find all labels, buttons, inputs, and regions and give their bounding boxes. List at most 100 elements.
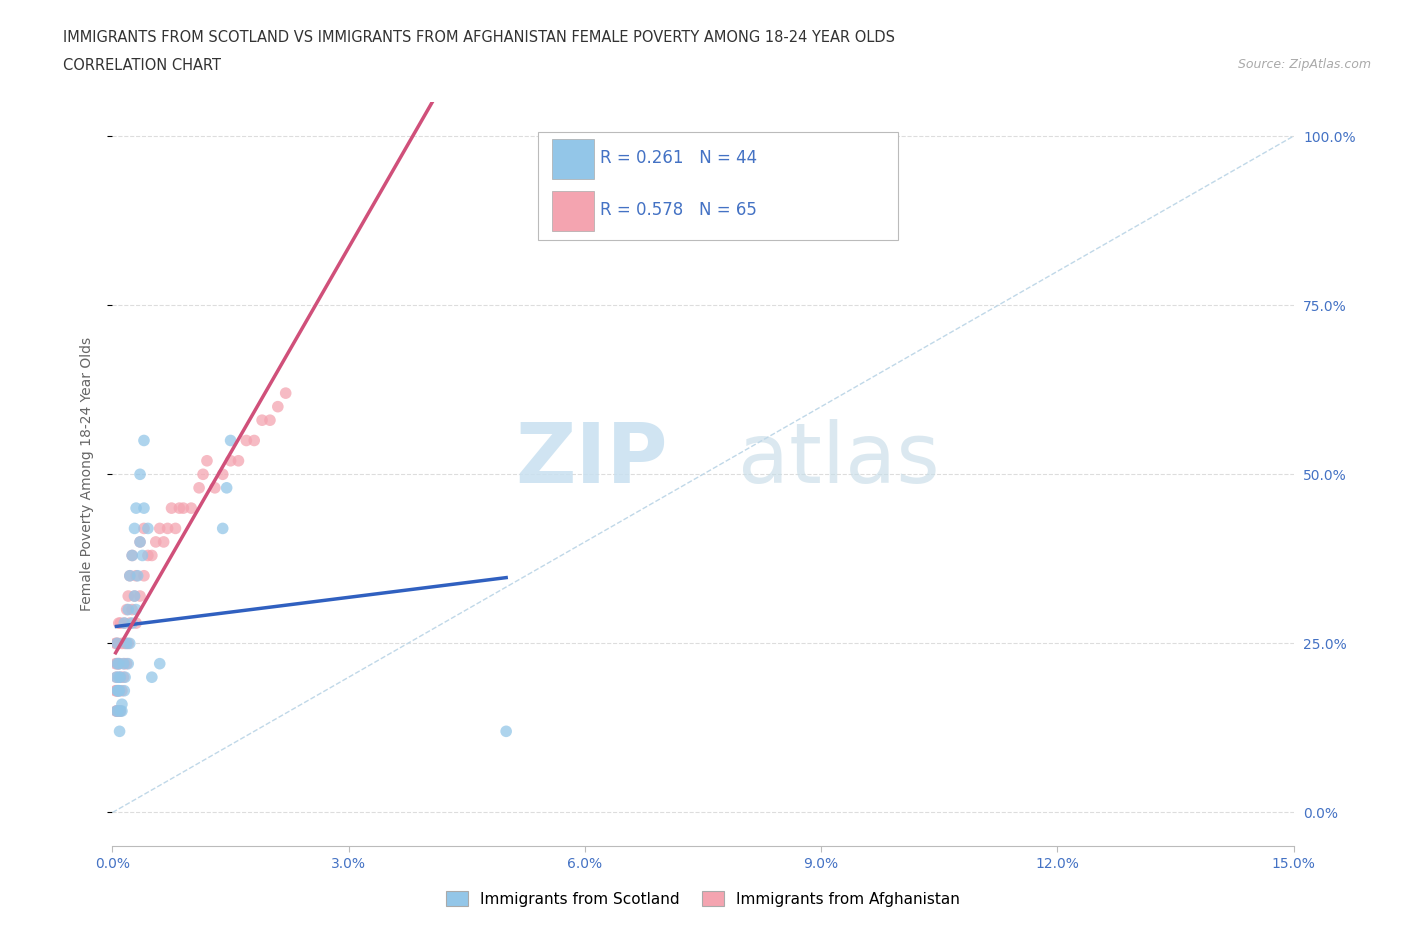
Point (125, 616, 148, 631)
Point (121, 548, 143, 563)
Point (125, 602, 148, 617)
Point (117, 589, 139, 604)
Point (235, 433, 257, 448)
Point (107, 704, 129, 719)
Point (149, 657, 172, 671)
Point (108, 724, 131, 738)
Point (219, 453, 242, 468)
Point (141, 548, 163, 563)
Point (267, 399, 290, 414)
Point (259, 413, 281, 428)
Text: IMMIGRANTS FROM SCOTLAND VS IMMIGRANTS FROM AFGHANISTAN FEMALE POVERTY AMONG 18-: IMMIGRANTS FROM SCOTLAND VS IMMIGRANTS F… (63, 30, 896, 45)
Point (121, 616, 143, 631)
Point (111, 697, 134, 711)
Point (228, 453, 250, 468)
Point (108, 684, 131, 698)
Point (107, 616, 129, 631)
Point (129, 535, 152, 550)
Point (129, 467, 152, 482)
Point (112, 657, 135, 671)
Point (243, 433, 266, 448)
Point (107, 704, 129, 719)
Y-axis label: Female Poverty Among 18-24 Year Olds: Female Poverty Among 18-24 Year Olds (80, 338, 94, 611)
Point (107, 636, 129, 651)
Point (104, 684, 127, 698)
Point (111, 684, 134, 698)
Point (149, 521, 172, 536)
Point (180, 500, 202, 515)
Point (105, 704, 128, 719)
Point (110, 670, 132, 684)
Point (125, 568, 148, 583)
Point (105, 670, 128, 684)
Point (107, 684, 129, 698)
Point (118, 568, 141, 583)
Point (110, 670, 132, 684)
Point (105, 684, 128, 698)
Point (136, 521, 159, 536)
Point (115, 602, 138, 617)
Point (188, 481, 211, 496)
Point (118, 636, 141, 651)
Text: atlas: atlas (738, 418, 941, 500)
Point (118, 568, 141, 583)
Point (124, 589, 146, 604)
Point (250, 413, 273, 428)
Point (107, 670, 129, 684)
Point (195, 453, 218, 468)
Point (110, 704, 132, 719)
Point (132, 521, 155, 536)
Point (107, 684, 129, 698)
Point (165, 521, 187, 536)
FancyBboxPatch shape (551, 191, 595, 231)
Point (110, 616, 132, 631)
Point (114, 636, 136, 651)
Point (105, 636, 128, 651)
Point (107, 657, 129, 671)
Point (132, 568, 155, 583)
Point (152, 535, 174, 550)
Point (219, 433, 242, 448)
Point (117, 657, 139, 671)
Point (108, 657, 131, 671)
Point (118, 616, 141, 631)
Point (104, 657, 127, 671)
FancyBboxPatch shape (537, 132, 898, 240)
Point (112, 616, 135, 631)
Point (211, 467, 233, 482)
Point (136, 548, 159, 563)
Point (132, 500, 155, 515)
Point (112, 670, 135, 684)
Point (104, 636, 127, 651)
Point (141, 670, 163, 684)
Point (112, 657, 135, 671)
Text: ZIP: ZIP (515, 418, 668, 500)
Point (117, 636, 139, 651)
Point (124, 521, 146, 536)
Point (156, 521, 179, 536)
Point (129, 535, 152, 550)
Point (110, 704, 132, 719)
Text: R = 0.578   N = 65: R = 0.578 N = 65 (600, 201, 756, 219)
Point (191, 467, 214, 482)
FancyBboxPatch shape (551, 139, 595, 179)
Point (211, 521, 233, 536)
Point (107, 657, 129, 671)
Point (115, 657, 138, 671)
Point (111, 636, 134, 651)
Point (131, 548, 153, 563)
Point (204, 481, 226, 496)
Point (132, 433, 155, 448)
Point (105, 657, 128, 671)
Point (111, 704, 134, 719)
Point (114, 670, 136, 684)
Point (112, 616, 135, 631)
Point (108, 704, 131, 719)
Point (105, 657, 128, 671)
Point (145, 535, 167, 550)
Point (127, 568, 149, 583)
Point (129, 589, 152, 604)
Point (105, 636, 128, 651)
Point (105, 684, 128, 698)
Point (160, 500, 183, 515)
